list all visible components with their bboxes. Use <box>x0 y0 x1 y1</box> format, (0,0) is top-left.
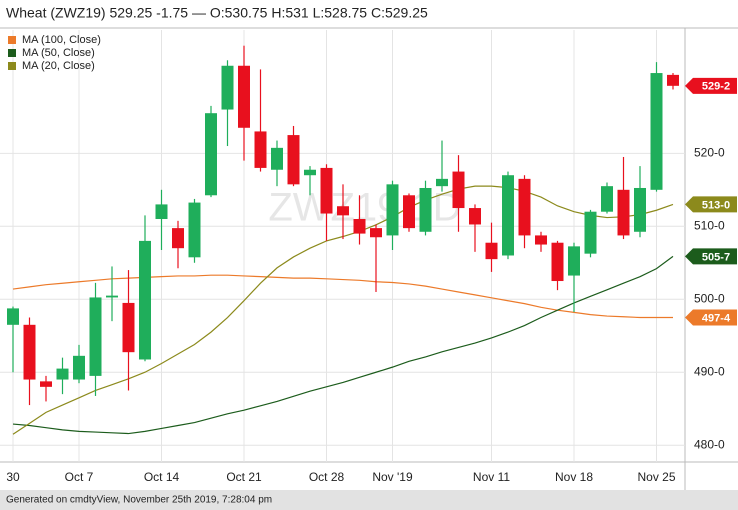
x-tick-label: 30 <box>6 470 20 484</box>
ma-line <box>12 255 674 435</box>
legend-label: MA (50, Close) <box>22 47 95 59</box>
candle-body <box>205 113 217 196</box>
candle-body <box>353 219 366 234</box>
candle-body <box>502 175 514 256</box>
candle-body <box>584 211 597 254</box>
chart-title: Wheat (ZWZ19) 529.25 -1.75 — O:530.75 H:… <box>6 5 428 21</box>
candle-body <box>122 302 135 353</box>
candle-body <box>7 308 19 325</box>
candle-body <box>221 65 234 110</box>
legend-swatch <box>8 36 16 44</box>
candle-body <box>40 381 52 387</box>
candle-body <box>139 240 151 360</box>
y-tick-label: 520-0 <box>694 145 725 159</box>
y-tick-label: 510-0 <box>694 218 725 232</box>
candle-body <box>56 368 69 380</box>
legend-label: MA (100, Close) <box>22 34 101 46</box>
candle-body <box>436 178 448 187</box>
candle-body <box>271 147 283 170</box>
price-tag-label: 505-7 <box>702 251 730 263</box>
x-tick-label: Nov 18 <box>555 470 593 484</box>
x-tick-label: Oct 7 <box>65 470 94 484</box>
x-tick-label: Nov 11 <box>473 470 510 484</box>
candle-body <box>320 167 333 214</box>
x-tick-label: Nov '19 <box>372 470 413 484</box>
x-tick-label: Oct 28 <box>309 470 345 484</box>
legend-swatch <box>8 49 16 57</box>
candle-body <box>287 135 300 185</box>
candle-body <box>188 202 201 258</box>
candle-body <box>568 246 580 276</box>
candle-body <box>172 228 184 249</box>
candle-body <box>89 297 102 376</box>
x-tick-label: Nov 25 <box>637 470 675 484</box>
price-tag <box>685 309 737 326</box>
price-tag-label: 497-4 <box>702 312 731 324</box>
price-tag-label: 513-0 <box>702 199 730 211</box>
candle-body <box>337 206 349 216</box>
candle-body <box>452 171 465 209</box>
price-tag <box>685 248 737 265</box>
y-tick-label: 480-0 <box>694 437 725 451</box>
y-tick-label: 490-0 <box>694 364 725 378</box>
candle-body <box>650 73 663 190</box>
candle-body <box>155 204 168 219</box>
candle-body <box>634 187 646 232</box>
price-tag <box>685 196 737 213</box>
candle-body <box>73 355 85 380</box>
candle-body <box>551 242 564 282</box>
footer-bar <box>0 490 738 510</box>
candle-body <box>419 187 432 232</box>
price-tag-label: 529-2 <box>702 81 730 93</box>
candle-body <box>23 324 36 380</box>
price-tag <box>685 77 737 94</box>
footer: Generated on cmdtyView, November 25th 20… <box>6 495 272 506</box>
x-tick-label: Oct 14 <box>144 470 180 484</box>
candle-body <box>386 184 399 236</box>
candle-body <box>535 235 547 245</box>
candle-body <box>304 169 316 176</box>
candle-body <box>667 74 679 86</box>
candle-body <box>485 242 498 260</box>
candle-body <box>254 131 267 168</box>
candle-body <box>601 186 613 212</box>
x-tick-label: Oct 21 <box>226 470 262 484</box>
y-tick-label: 500-0 <box>694 291 725 305</box>
candle-body <box>518 178 531 236</box>
candle-body <box>370 228 382 238</box>
candle-body <box>403 195 415 229</box>
candle-body <box>469 208 481 225</box>
candle-body <box>106 295 118 298</box>
candle-body <box>238 65 250 128</box>
legend-label: MA (20, Close) <box>22 60 95 72</box>
candle-body <box>617 189 630 236</box>
legend-swatch <box>8 62 16 70</box>
ma-line <box>12 274 673 319</box>
